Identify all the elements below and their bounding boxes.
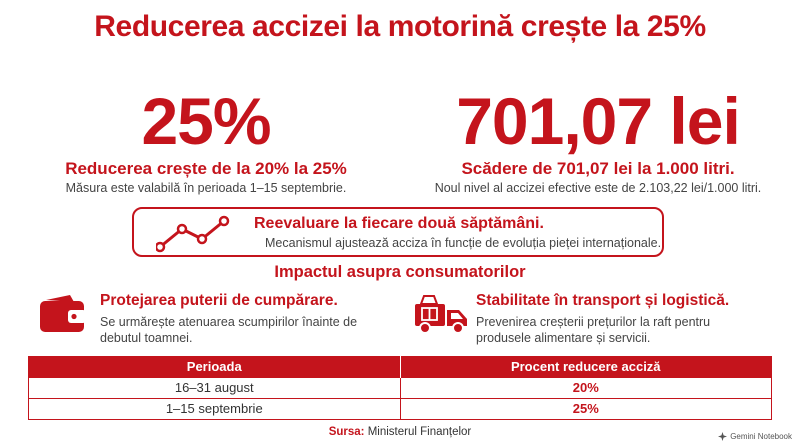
- wallet-icon: [40, 295, 86, 332]
- feature-title: Stabilitate în transport și logistică.: [476, 292, 730, 309]
- table-row: 16–31 august 20%: [28, 376, 772, 399]
- feature-description: Se urmărește atenuarea scumpirilor înain…: [100, 315, 358, 345]
- stat-subtitle: Scădere de 701,07 lei la 1.000 litri.: [461, 159, 735, 178]
- column-header-period: Perioada: [28, 356, 401, 377]
- table-header-row: Perioada Procent reducere acciză: [28, 356, 772, 377]
- cell-percent: 20%: [400, 376, 772, 399]
- brand-name: Gemini Notebook: [730, 432, 792, 441]
- reevaluation-title: Reevaluare la fiecare două săptămâni.: [254, 215, 544, 232]
- stat-percentage: 25% Reducerea crește de la 20% la 25% Mă…: [6, 84, 406, 197]
- source-label: Sursa:: [328, 426, 365, 438]
- impact-heading: Impactul asupra consumatorilor: [274, 263, 526, 281]
- column-header-percent: Procent reducere acciză: [400, 356, 772, 377]
- brand-watermark: Gemini Notebook: [718, 432, 792, 441]
- stat-description: Măsura este valabilă în perioada 1–15 se…: [65, 181, 347, 195]
- reevaluation-description: Mecanismul ajustează acciza în funcție d…: [265, 236, 662, 250]
- stat-amount: 701,07 lei Scădere de 701,07 lei la 1.00…: [398, 84, 798, 197]
- cell-period: 16–31 august: [28, 376, 401, 399]
- feature-title: Protejarea puterii de cumpărare.: [100, 292, 338, 309]
- source-note: Sursa: Ministerul Finanțelor: [0, 426, 800, 438]
- source-value: Ministerul Finanțelor: [367, 426, 472, 438]
- stat-big-value: 701,07 lei: [456, 84, 741, 158]
- trend-line-icon: [156, 215, 230, 253]
- stat-subtitle: Reducerea crește de la 20% la 25%: [65, 159, 347, 178]
- reevaluation-box: Reevaluare la fiecare două săptămâni. Me…: [132, 207, 664, 257]
- table-row: 1–15 septembrie 25%: [28, 398, 772, 420]
- stat-description: Noul nivel al accizei efective este de 2…: [434, 181, 762, 195]
- cell-period: 1–15 septembrie: [28, 398, 401, 420]
- feature-description: Prevenirea creșterii prețurilor la raft …: [476, 315, 711, 345]
- cell-percent: 25%: [400, 398, 772, 420]
- page-title: Reducerea accizei la motorină crește la …: [94, 10, 706, 43]
- delivery-truck-icon: [415, 295, 467, 334]
- brand-logo-icon: [718, 432, 728, 441]
- stat-big-value: 25%: [141, 84, 271, 158]
- reduction-table: Perioada Procent reducere acciză 16–31 a…: [28, 356, 772, 420]
